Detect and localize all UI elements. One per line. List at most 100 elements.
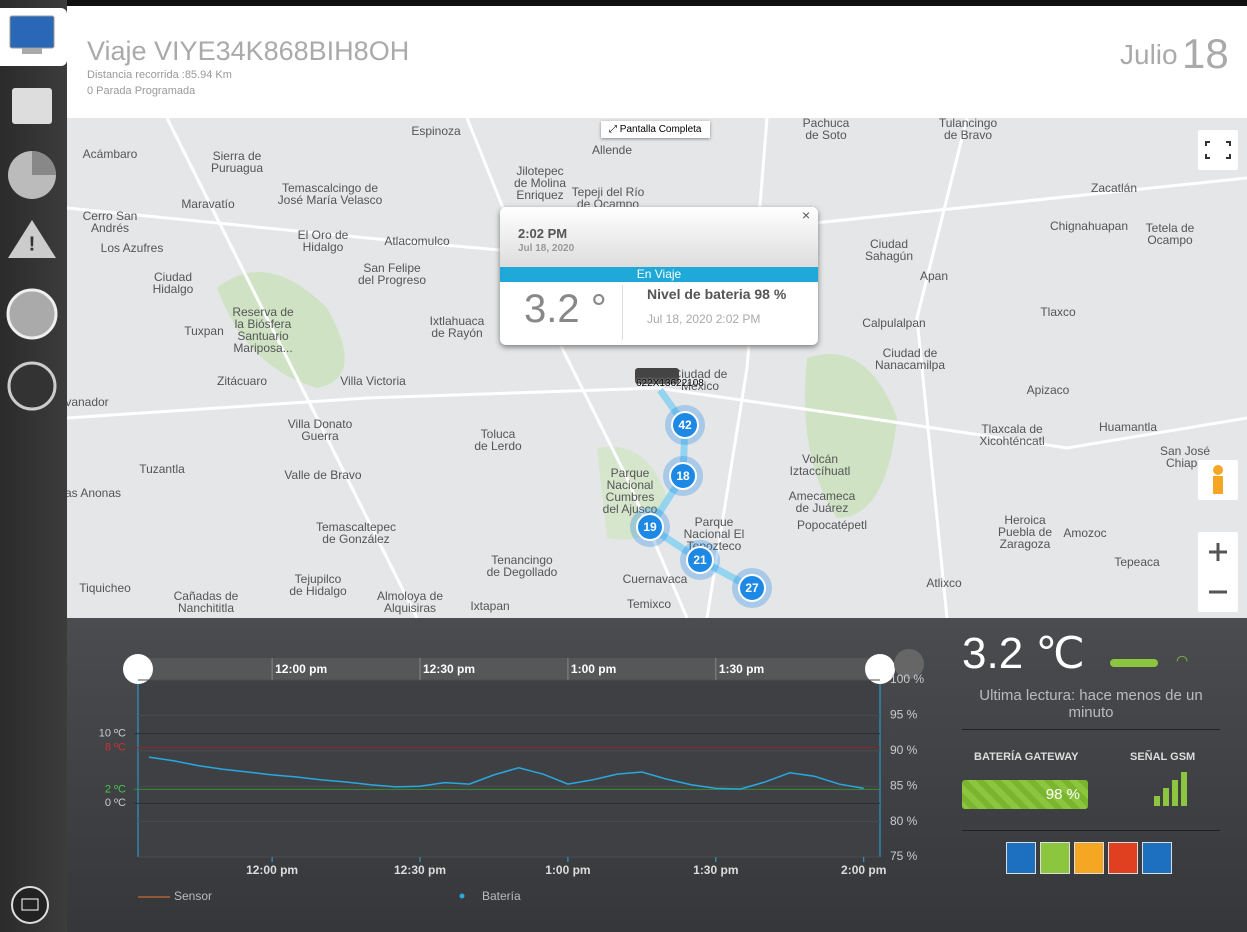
place-label: Allende [592,143,632,157]
place-label: as Anonas [67,486,121,500]
place-label: Sierra de Puruagua [211,149,263,175]
map[interactable]: Acámbaro Sierra de Puruagua Maravatío Cerro … [67,118,1247,618]
popup-battery: Nivel de bateria 98 % [647,286,787,302]
distance: Distancia recorrida :85.94 Km [87,69,232,81]
btn-report[interactable] [1006,842,1036,874]
place-label: Amecameca de Juárez [789,489,856,515]
fullscreen-button[interactable]: ⤢ Pantalla Completa [601,121,710,138]
place-label: Tejupilco de Hidalgo [289,572,347,598]
place-label: Pachuca de Soto [803,118,850,142]
place-label: Huamantla [1099,420,1157,434]
place-label: San José Chiapa [1160,444,1210,470]
place-label: Acámbaro [83,147,138,161]
cluster [671,411,699,439]
popup: 2:02 PM Jul 18, 2020 × En Viaje 3.2 ° Ni… [500,207,818,345]
current-temperature: 3.2 ℃ [962,629,1085,678]
place-label: Popocatépetl [797,518,867,532]
place-label: Temixco [627,597,671,611]
place-label: Chignahuapan [1050,219,1128,233]
place-label: Reserva de la Biósfera Santuario Mariposa..… [232,305,294,355]
popup-status: En Viaje [500,267,818,282]
place-label: San Felipe del Progreso [358,261,426,287]
header: Viaje VIYE34K868BIH8OH Distancia recorri… [67,0,1247,118]
place-label: Maravatío [181,197,235,211]
place-label: vanador [67,395,109,409]
cluster [636,513,664,541]
place-label: Tuxpan [184,324,224,338]
battery-value: 98 % [1045,786,1080,803]
place-label: Ixtapan [470,599,509,613]
place-label: Espinoza [411,124,461,138]
place-label: Valle de Bravo [284,468,361,482]
popup-date: Jul 18, 2020 [518,243,575,254]
place-label: Ciudad Hidalgo [153,270,194,296]
svg-text:!: ! [29,233,36,255]
place-label: El Oro de Hidalgo [298,228,349,254]
vehicle-label: 622X13622108 [636,378,704,389]
place-label: Apizaco [1027,383,1070,397]
place-label: Jilotepec de Molina Enriquez [514,164,566,202]
monitor-icon [9,15,55,54]
place-label: Zacatlán [1091,181,1137,195]
place-label: Cerro San Andrés [83,209,138,235]
place-label: Parque Nacional El Tepozteco [684,515,745,553]
place-label: Heroica Puebla de Zaragoza [998,513,1052,551]
popup-time: 2:02 PM [518,226,568,241]
gsm-bars [1154,772,1187,806]
day: 18 [1182,30,1229,77]
close[interactable]: × [802,207,811,223]
fullscreen-label: Pantalla Completa [619,124,702,135]
place-label: Tepeaca [1114,555,1160,569]
place-label: Tiquicheo [79,581,131,595]
btn-users[interactable] [1074,842,1104,874]
place-label: Ciudad de Nanacamilpa [875,346,945,372]
place-label: Amozoc [1063,526,1106,540]
trip-title: Viaje VIYE34K868BIH8OH [87,36,410,66]
menu-icons[interactable]: ! [0,80,67,420]
place-label: Temascalcingo de José María Velasco [278,181,383,207]
sidebar: ! [0,0,67,932]
last-reading: Ultima lectura: hace menos de un minuto [979,687,1203,721]
place-label: Cuernavaca [623,572,688,586]
place-label: Temascaltepec de González [316,520,396,546]
place-label: Calpulalpan [862,316,925,330]
logo[interactable] [0,8,67,66]
place-label: Parque Nacional Cumbres del Ajusco [603,466,658,516]
btn-check[interactable] [1142,842,1172,874]
place-label: Almoloya de Alquisiras [377,589,443,615]
btn-list[interactable] [1040,842,1070,874]
place-label: Villa Donato Guerra [288,417,353,443]
cluster-count: 18 [676,469,690,483]
cluster-count: 19 [643,520,657,534]
battery-gauge: 98 % [962,780,1088,809]
popup-timestamp: Jul 18, 2020 2:02 PM [647,312,761,326]
mail-icon[interactable] [0,880,67,930]
place-label: Cañadas de Nanchititla [174,589,239,615]
place-label: Villa Victoria [340,374,406,388]
place-label: Tulancingo de Bravo [939,118,998,142]
place-label: Tenancingo de Degollado [487,553,558,579]
place-label: Tlaxcala de Xicohténcatl [979,422,1044,448]
place-label: Atlixco [926,576,962,590]
battery-title: BATERÍA GATEWAY [974,751,1079,763]
popup-temperature: 3.2 ° [524,287,607,331]
cluster [738,574,766,602]
gsm-title: SEÑAL GSM [1130,751,1196,763]
place-label: Ciudad Sahagún [865,237,913,263]
place-label: Ixtlahuaca de Rayón [430,314,485,340]
cluster [686,546,714,574]
place-label: Atlacomulco [384,234,450,248]
place-label: Ciudad de México [673,367,728,393]
place-label: Volcán Iztaccíhuatl [790,452,851,478]
cluster-count: 27 [745,581,759,595]
btn-delete[interactable] [1108,842,1138,874]
cluster-count: 42 [678,418,692,432]
cluster [669,462,697,490]
place-label: Zitácuaro [217,374,267,388]
stops: 0 Parada Programada [87,85,196,97]
action-buttons [1006,842,1176,879]
place-label: Tlaxco [1040,305,1076,319]
place-label: Tuzantla [139,462,185,476]
place-label: Apan [920,269,948,283]
